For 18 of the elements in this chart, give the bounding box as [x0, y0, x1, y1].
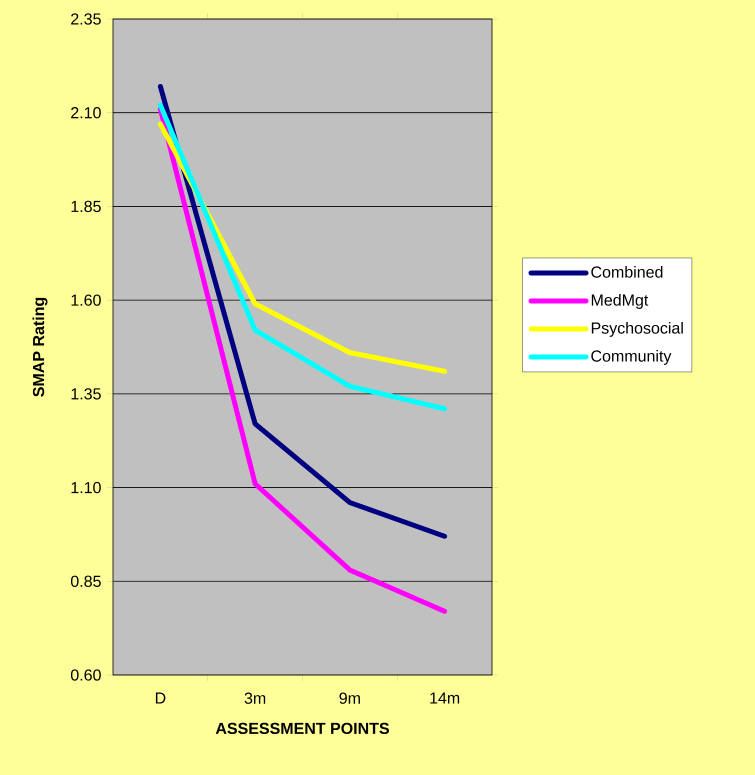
- x-tick-label: 14m: [430, 692, 460, 704]
- legend-label: Psychosocial: [592, 322, 683, 337]
- y-tick-label: 1.60: [72, 294, 101, 306]
- y-axis-title: SMAP Rating: [32, 298, 48, 397]
- y-tick-label: 2.35: [71, 13, 101, 25]
- legend-label: Community: [591, 350, 672, 365]
- y-tick-label: 0.60: [70, 669, 101, 681]
- y-tick-label: 1.85: [72, 200, 101, 212]
- y-tick-label: 0.85: [70, 576, 101, 587]
- x-tick-label: D: [156, 692, 166, 704]
- x-axis-title: ASSESSMENT POINTS: [216, 722, 389, 734]
- legend-label: Combined: [591, 266, 662, 278]
- legend-label: MedMgt: [592, 294, 648, 309]
- y-tick-label: 1.10: [72, 482, 101, 494]
- x-tick-label: 3m: [244, 692, 266, 704]
- x-tick-label: 9m: [340, 692, 360, 704]
- y-tick-label: 2.10: [71, 107, 101, 118]
- y-tick-label: 1.35: [72, 388, 101, 400]
